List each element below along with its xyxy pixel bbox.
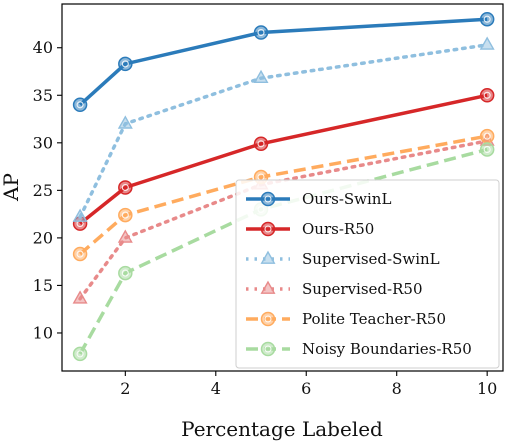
- data-point: [117, 229, 133, 243]
- x-tick-label: 2: [120, 379, 130, 398]
- data-point: [118, 265, 133, 281]
- data-point: [479, 36, 495, 50]
- legend-entry: Polite Teacher-R50: [246, 310, 446, 328]
- y-tick-label: 35: [33, 86, 53, 105]
- legend-marker: [260, 341, 276, 357]
- legend-entry: Ours-SwinL: [246, 190, 391, 208]
- series-line: [79, 93, 488, 225]
- series-line: [78, 17, 488, 107]
- data-point: [253, 25, 269, 40]
- legend-label: Supervised-R50: [302, 280, 422, 298]
- data-point: [253, 136, 269, 152]
- data-point: [72, 246, 88, 262]
- series-line: [78, 139, 489, 301]
- legend-entry: Supervised-SwinL: [246, 250, 440, 268]
- legend-marker: [260, 280, 276, 294]
- series-0: [72, 11, 495, 113]
- data-point: [118, 207, 133, 223]
- data-point: [72, 208, 88, 222]
- x-tick-label: 10: [477, 379, 497, 398]
- x-tick-label: 4: [211, 379, 221, 398]
- data-point: [479, 88, 495, 103]
- series-line: [78, 147, 488, 355]
- data-point: [72, 346, 88, 362]
- y-tick-label: 40: [33, 38, 53, 57]
- x-axis-label: Percentage Labeled: [181, 417, 383, 441]
- data-point: [72, 97, 88, 113]
- legend-marker: [260, 250, 276, 264]
- data-point: [479, 128, 495, 144]
- y-tick-label: 15: [33, 276, 53, 295]
- legend-label: Noisy Boundaries-R50: [302, 340, 472, 358]
- legend-label: Supervised-SwinL: [302, 250, 440, 268]
- plot-frame: [61, 3, 504, 372]
- series-layer: [72, 11, 495, 362]
- data-point: [72, 290, 88, 304]
- series-2: [72, 36, 495, 222]
- data-point: [118, 180, 133, 195]
- y-tick-label: 30: [33, 133, 53, 152]
- legend-label: Ours-SwinL: [302, 190, 391, 208]
- ticks-layer: 2 4 6 8 10 10 15 20 25 30 35 40: [33, 38, 498, 398]
- x-tick-label: 6: [301, 379, 311, 398]
- legend-marker: [260, 311, 276, 327]
- data-point: [479, 11, 495, 27]
- x-tick-label: 8: [392, 379, 402, 398]
- y-axis-label: AP: [0, 173, 23, 202]
- legend-box: [235, 179, 500, 369]
- data-point: [118, 56, 133, 72]
- legend-entry: Ours-R50: [246, 220, 374, 238]
- y-tick-label: 25: [33, 181, 53, 200]
- legend-label: Ours-R50: [302, 220, 374, 238]
- y-tick-label: 20: [33, 228, 53, 247]
- series-line: [78, 43, 489, 219]
- data-point: [479, 142, 495, 157]
- legend-marker: [260, 191, 276, 207]
- legend-marker: [260, 221, 276, 237]
- legend-label: Polite Teacher-R50: [302, 310, 446, 328]
- legend: Ours-SwinL Ours-R50 Supervised-SwinL Superv…: [235, 179, 500, 369]
- legend-entry: Noisy Boundaries-R50: [246, 340, 472, 358]
- data-point: [117, 115, 133, 129]
- data-point: [253, 69, 269, 84]
- y-tick-label: 10: [33, 323, 53, 342]
- legend-entry: Supervised-R50: [246, 280, 422, 298]
- series-line: [78, 134, 488, 256]
